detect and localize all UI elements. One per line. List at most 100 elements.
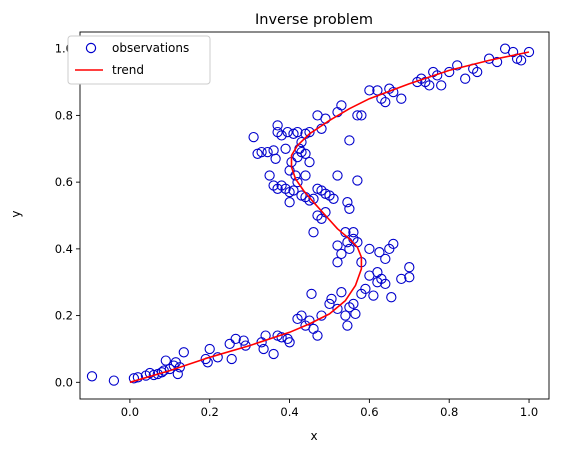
x-tick-label: 0.2 bbox=[201, 405, 219, 419]
observation-point bbox=[172, 368, 183, 380]
observation-point bbox=[352, 110, 363, 121]
observation-point bbox=[308, 323, 319, 335]
observation-point bbox=[386, 292, 397, 303]
observation-point bbox=[304, 156, 315, 168]
observation-point bbox=[312, 330, 323, 341]
observation-point bbox=[300, 148, 311, 159]
observation-point bbox=[320, 188, 331, 199]
observation-point bbox=[108, 375, 120, 386]
observation-point bbox=[436, 80, 447, 91]
x-tick-label: 0.8 bbox=[440, 405, 458, 419]
observation-point bbox=[332, 257, 343, 268]
plot-frame bbox=[79, 31, 550, 400]
observation-point bbox=[280, 143, 291, 154]
observation-point bbox=[348, 227, 359, 238]
observation-point bbox=[268, 145, 279, 156]
x-tick-label: 0.0 bbox=[121, 405, 139, 419]
observation-point bbox=[178, 347, 189, 358]
trend-line bbox=[129, 51, 530, 384]
observation-point bbox=[340, 310, 351, 321]
observation-point bbox=[86, 371, 98, 382]
observation-point bbox=[276, 130, 287, 141]
observation-point bbox=[258, 343, 269, 355]
observation-point bbox=[226, 353, 237, 365]
observation-point bbox=[272, 120, 283, 131]
legend: observations trend bbox=[67, 35, 211, 85]
observation-point bbox=[380, 96, 391, 108]
observation-point bbox=[344, 135, 355, 146]
plot-layer bbox=[86, 43, 535, 386]
observation-point bbox=[404, 262, 415, 273]
observation-point bbox=[352, 237, 363, 248]
observation-point bbox=[248, 131, 259, 143]
x-tick-label: 0.4 bbox=[280, 405, 298, 419]
observation-point bbox=[252, 148, 263, 159]
y-tick-label: 0.8 bbox=[55, 108, 73, 122]
observation-point bbox=[304, 126, 315, 138]
observation-point bbox=[332, 240, 343, 251]
observation-point bbox=[424, 80, 435, 91]
observation-point bbox=[238, 335, 249, 346]
observation-point bbox=[452, 60, 463, 71]
observation-point bbox=[342, 197, 353, 208]
observation-point bbox=[128, 373, 140, 384]
observation-point bbox=[460, 73, 471, 84]
observation-point bbox=[324, 298, 335, 310]
chart-title: Inverse problem bbox=[255, 12, 373, 28]
observation-point bbox=[284, 197, 295, 208]
x-tick-label: 0.6 bbox=[360, 405, 378, 419]
x-axis-label: x bbox=[310, 429, 317, 443]
observation-point bbox=[306, 288, 317, 300]
observation-point bbox=[320, 113, 331, 124]
observation-point bbox=[404, 272, 415, 283]
observation-point bbox=[332, 170, 343, 181]
observation-point bbox=[282, 126, 293, 138]
observation-point bbox=[348, 298, 359, 310]
observation-point bbox=[308, 227, 319, 238]
observation-point bbox=[268, 348, 279, 360]
observation-point bbox=[374, 247, 385, 258]
observation-point bbox=[160, 355, 171, 366]
observation-point bbox=[396, 93, 407, 104]
observation-point bbox=[224, 338, 235, 350]
observation-point bbox=[296, 190, 307, 201]
observation-point bbox=[364, 85, 375, 96]
observation-point bbox=[350, 308, 361, 320]
legend-marker-observations bbox=[85, 42, 97, 54]
observation-point bbox=[230, 333, 241, 345]
observation-point bbox=[292, 176, 303, 188]
observation-point bbox=[356, 110, 367, 121]
observation-point bbox=[344, 203, 355, 214]
observation-point bbox=[200, 353, 211, 365]
observation-point bbox=[515, 55, 527, 66]
y-tick-label: 0.0 bbox=[55, 375, 73, 389]
observation-point bbox=[491, 56, 503, 68]
observation-point bbox=[336, 100, 347, 111]
observation-point bbox=[292, 126, 303, 138]
x-tick-label: 1.0 bbox=[520, 405, 538, 419]
observation-point bbox=[352, 175, 363, 186]
observation-point bbox=[364, 243, 375, 255]
y-tick-label: 0.2 bbox=[55, 309, 73, 323]
observation-point bbox=[204, 343, 215, 355]
y-tick-label: 0.4 bbox=[55, 242, 73, 256]
observation-point bbox=[284, 337, 295, 348]
observation-point bbox=[270, 153, 281, 164]
observation-point bbox=[328, 193, 339, 204]
observation-point bbox=[264, 170, 275, 181]
observation-point bbox=[336, 287, 347, 298]
observation-point bbox=[360, 283, 371, 295]
observation-point bbox=[380, 278, 391, 290]
observation-point bbox=[296, 136, 307, 148]
observation-point bbox=[174, 362, 185, 373]
observation-point bbox=[332, 303, 343, 315]
observation-point bbox=[292, 313, 303, 325]
y-axis-label: y bbox=[9, 210, 23, 217]
observation-point bbox=[342, 320, 353, 331]
observation-point bbox=[296, 310, 307, 321]
observation-point bbox=[396, 273, 407, 285]
y-tick-label: 0.6 bbox=[55, 175, 73, 189]
observation-point bbox=[304, 315, 315, 326]
legend-label-observations: observations bbox=[112, 41, 189, 55]
